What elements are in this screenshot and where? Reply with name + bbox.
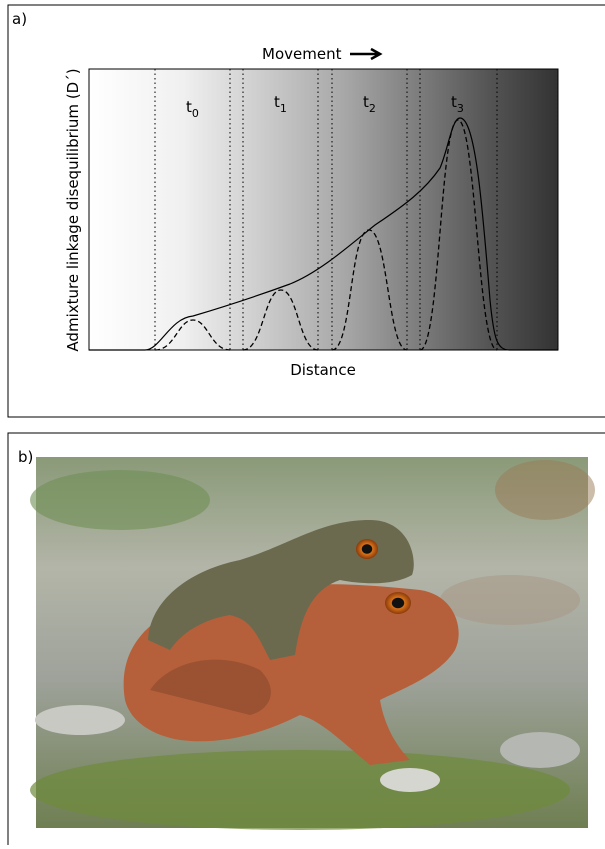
y-axis-label: Admixture linkage disequilibrium (D´) bbox=[64, 68, 82, 351]
pebble bbox=[35, 705, 125, 735]
panel-label: b) bbox=[18, 448, 33, 466]
time-index: 0 bbox=[192, 107, 199, 120]
movement-arrow bbox=[350, 49, 380, 59]
toad-photo bbox=[30, 457, 595, 830]
moss bbox=[30, 750, 570, 830]
pebble bbox=[500, 732, 580, 768]
toad-eye bbox=[356, 539, 378, 559]
time-index: 1 bbox=[280, 102, 287, 115]
x-axis-label: Distance bbox=[290, 361, 356, 379]
panel-label: a) bbox=[12, 10, 27, 28]
figure: a) Movement t0 t1 t2 t3 Admixture linkag… bbox=[0, 0, 605, 845]
time-index: 2 bbox=[369, 102, 376, 115]
pebble bbox=[380, 768, 440, 792]
toad-eye bbox=[385, 592, 411, 614]
page: a) Movement t0 t1 t2 t3 Admixture linkag… bbox=[0, 0, 605, 845]
movement-label: Movement bbox=[262, 45, 342, 63]
blur-foliage bbox=[495, 460, 595, 520]
blur-foliage bbox=[30, 470, 210, 530]
plot-area bbox=[89, 69, 558, 350]
time-index: 3 bbox=[457, 102, 464, 115]
blur-stone bbox=[440, 575, 580, 625]
